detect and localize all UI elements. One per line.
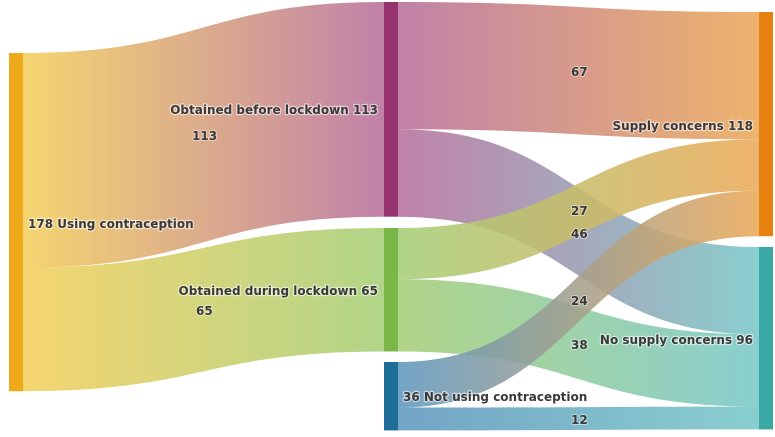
labels-layer: 178 Using contraception Obtained before l… [27, 64, 755, 428]
link-during-nosupply [398, 279, 759, 407]
link-notusing-nosupply [398, 406, 759, 431]
link-value-during-nosupply: 38 [571, 338, 588, 352]
link-value-before-supply: 67 [571, 65, 588, 79]
link-using-before [23, 2, 384, 268]
node-using [9, 53, 23, 392]
nodes-layer [9, 2, 773, 431]
node-label-before: Obtained before lockdown 113 [170, 103, 378, 117]
node-nosupply [759, 247, 773, 430]
link-during-supply [398, 139, 759, 280]
links-layer [23, 2, 759, 431]
link-value-before-nosupply: 46 [571, 227, 588, 241]
node-notusing [384, 362, 398, 431]
node-label-during: Obtained during lockdown 65 [179, 284, 378, 298]
link-using-during [23, 228, 384, 392]
node-label-supply: Supply concerns 118 [613, 119, 753, 133]
link-value-during-supply: 27 [571, 204, 588, 218]
link-value-notusing-nosupply: 12 [571, 413, 588, 427]
node-label-nosupply: No supply concerns 96 [600, 333, 753, 347]
node-label-notusing: 36 Not using contraception [403, 390, 587, 404]
node-before [384, 2, 398, 217]
link-notusing-supply [398, 190, 759, 408]
link-before-supply [398, 2, 759, 140]
node-label-using: 178 Using contraception [28, 217, 194, 231]
link-value-using-during: 65 [196, 304, 213, 318]
link-value-notusing-supply: 24 [571, 294, 588, 308]
node-supply [759, 12, 773, 237]
link-value-using-before: 113 [192, 129, 217, 143]
node-during [384, 228, 398, 352]
